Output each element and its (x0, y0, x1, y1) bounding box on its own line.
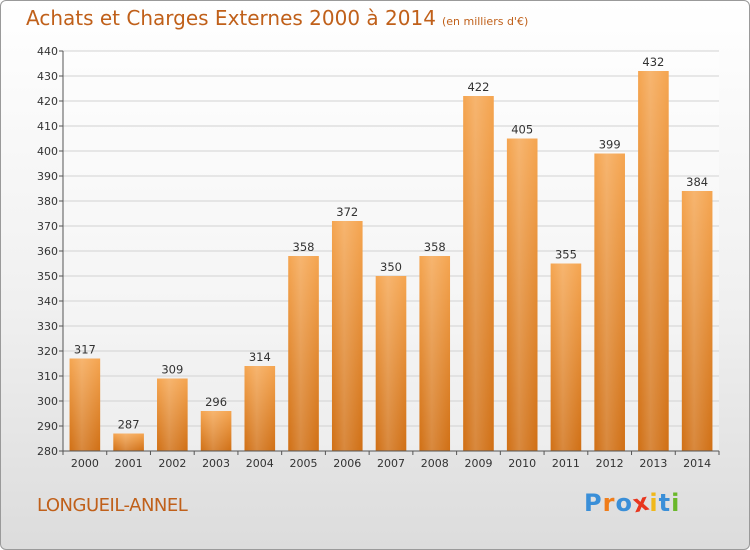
logo-letter: i (671, 489, 681, 517)
y-tick-label: 430 (37, 70, 58, 83)
x-tick-label: 2000 (71, 457, 99, 470)
logo-letter: P (584, 489, 603, 517)
place-name: LONGUEIL-ANNEL (37, 495, 188, 516)
y-tick-label: 290 (37, 420, 58, 433)
bar-shine (419, 256, 451, 451)
data-label: 358 (424, 240, 446, 254)
data-label: 287 (118, 418, 140, 432)
data-label: 358 (293, 240, 315, 254)
logo-letter: t (658, 489, 672, 517)
data-label: 422 (467, 80, 489, 94)
x-tick-label: 2005 (290, 457, 318, 470)
bar-shine (288, 256, 319, 451)
chart-title: Achats et Charges Externes 2000 à 2014 (26, 6, 436, 30)
y-tick-label: 420 (37, 95, 58, 108)
bar-shine (506, 138, 538, 451)
bar-shine (638, 71, 669, 451)
y-tick-label: 370 (37, 220, 58, 233)
y-tick-label: 360 (37, 245, 58, 258)
y-tick-label: 350 (37, 270, 58, 283)
bar-shine (594, 153, 625, 451)
logo-letter: i (649, 489, 659, 517)
chart-subtitle: (en milliers d'€) (441, 15, 529, 28)
bar-shine (244, 366, 276, 451)
data-label: 372 (336, 205, 358, 219)
data-labels: 317 287 309 296 314 358 372 350 358 422 405 355 399 4… (74, 55, 708, 432)
y-tick-label: 320 (37, 345, 58, 358)
bar-shine (157, 378, 188, 451)
data-label: 350 (380, 260, 402, 274)
data-label: 355 (555, 248, 577, 262)
bar-shine (375, 276, 407, 451)
y-tick-label: 280 (37, 445, 58, 458)
x-tick-label: 2013 (639, 457, 667, 470)
bar-shine (331, 221, 363, 451)
x-tick-label: 2014 (683, 457, 711, 470)
logo-letter: o (615, 489, 633, 517)
x-tick-label: 2008 (421, 457, 449, 470)
data-label: 314 (249, 350, 271, 364)
y-tick-label: 330 (37, 320, 58, 333)
data-label: 399 (599, 138, 621, 152)
y-tick-label: 410 (37, 120, 58, 133)
x-tick-label: 2003 (202, 457, 230, 470)
x-tick-label: 2004 (246, 457, 274, 470)
y-tick-label: 380 (37, 195, 58, 208)
data-label: 405 (511, 123, 533, 137)
bar-shine (463, 96, 494, 451)
x-tick-label: 2006 (333, 457, 361, 470)
bar-shine (200, 411, 232, 451)
data-label: 384 (686, 175, 708, 189)
x-tick-label: 2011 (552, 457, 580, 470)
y-tick-label: 440 (37, 45, 58, 58)
y-axis: 280 290 300 310 320 330 340 350 360 370 380 390 400 4… (37, 45, 64, 458)
y-tick-label: 340 (37, 295, 58, 308)
data-label: 317 (74, 343, 96, 357)
x-tick-label: 2012 (596, 457, 624, 470)
x-tick-label: 2010 (508, 457, 536, 470)
logo-letter: r (602, 489, 616, 517)
x-tick-label: 2007 (377, 457, 405, 470)
bar-shine (69, 358, 101, 451)
bars (69, 71, 713, 451)
x-axis: 2000 2001 2002 2003 2004 2005 2006 2007 2008 2009… (62, 450, 720, 470)
y-tick-label: 400 (37, 145, 58, 158)
x-tick-label: 2009 (464, 457, 492, 470)
x-tick-label: 2001 (115, 457, 143, 470)
y-tick-label: 310 (37, 370, 58, 383)
data-label: 296 (205, 395, 227, 409)
y-tick-label: 300 (37, 395, 58, 408)
proxiti-logo[interactable]: Proxiti (584, 488, 681, 519)
data-label: 309 (161, 363, 183, 377)
bar-shine (681, 191, 713, 451)
bar-shine (550, 263, 582, 451)
x-tick-label: 2002 (158, 457, 186, 470)
chart-title-block: Achats et Charges Externes 2000 à 2014 (e… (26, 6, 528, 30)
bar-shine (113, 433, 144, 451)
y-tick-label: 390 (37, 170, 58, 183)
data-label: 432 (642, 55, 664, 69)
